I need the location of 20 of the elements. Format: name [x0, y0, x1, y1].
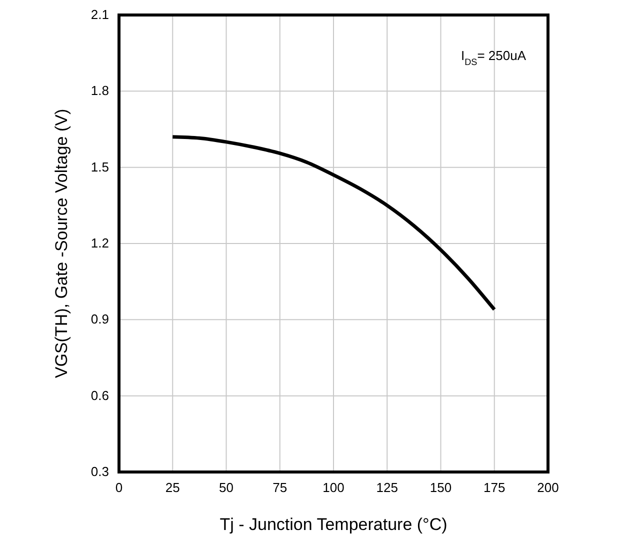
- annotation: I$_{DS}$= 250uA: [460, 48, 526, 67]
- x-tick-label: 125: [376, 480, 398, 495]
- x-tick-label: 75: [272, 480, 288, 495]
- y-tick-label: 2.1: [90, 7, 109, 22]
- y-tick-label: 0.6: [90, 388, 109, 403]
- x-tick-label: 150: [430, 480, 452, 495]
- y-tick-label: 1.8: [90, 83, 109, 98]
- x-tick-label: 175: [484, 480, 506, 495]
- y-tick-label: 1.5: [90, 159, 109, 174]
- y-axis-title: VGS(TH), Gate -Source Voltage (V): [52, 108, 71, 378]
- x-tick-label: 0: [115, 480, 123, 495]
- y-tick-label: 1.2: [90, 236, 109, 250]
- x-tick-label: 25: [165, 480, 180, 495]
- x-axis-title: Tj - Junction Temperature (°C): [220, 515, 448, 534]
- y-tick-label: 0.3: [90, 464, 109, 479]
- y-tick-label: 0.9: [90, 312, 109, 327]
- x-tick-label: 50: [219, 480, 234, 495]
- line-series: [170, 135, 496, 312]
- x-tick-label: 200: [537, 480, 559, 495]
- x-tick-label: 100: [322, 480, 344, 495]
